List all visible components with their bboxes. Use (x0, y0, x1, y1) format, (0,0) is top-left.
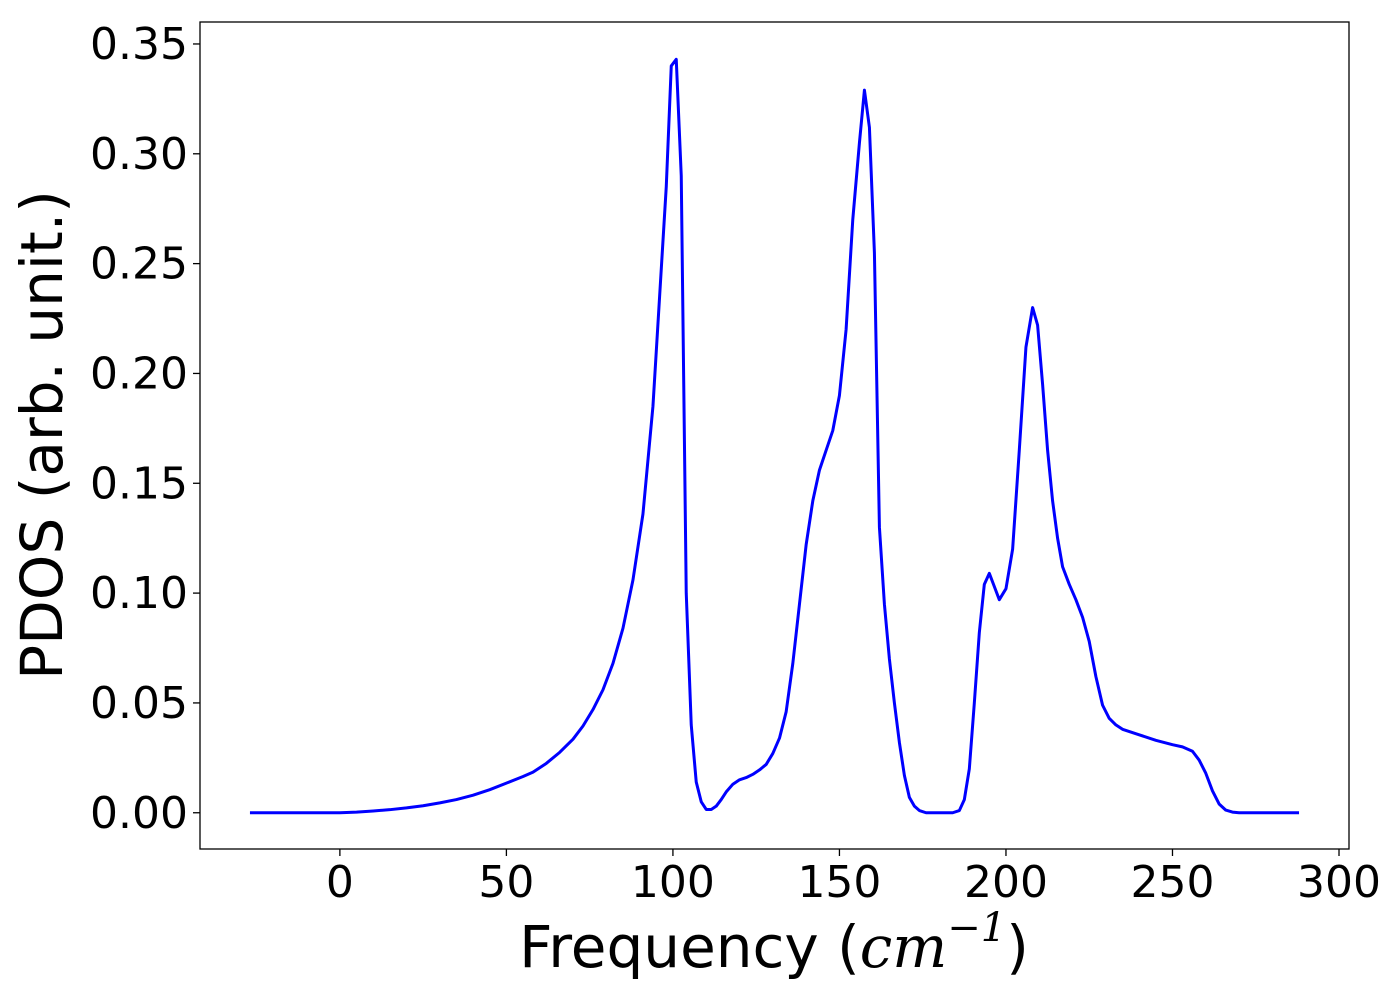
x-tick-label: 50 (478, 857, 534, 908)
y-tick-label: 0.25 (90, 239, 188, 290)
plot-area (249, 57, 1300, 815)
x-axis-label-exponent: −1 (947, 905, 1006, 951)
x-tick-label: 0 (326, 857, 354, 908)
axis-ticks: 0 50 100 150 200 250 300 0.00 0.05 0.10 0.15 0.20 0.… (90, 19, 1381, 908)
x-tick-label: 100 (631, 857, 715, 908)
y-tick-label: 0.20 (90, 348, 188, 399)
y-tick-label: 0.05 (90, 678, 188, 729)
x-tick-label: 200 (964, 857, 1048, 908)
x-axis-label-close: ) (1006, 913, 1029, 981)
y-axis-label: PDOS (arb. unit.) (8, 190, 76, 680)
plot-frame (199, 21, 1350, 850)
x-tick-label: 250 (1130, 857, 1214, 908)
x-axis-label-unit: cm (860, 913, 947, 981)
y-tick-label: 0.35 (90, 19, 188, 70)
pdos-series-line-0 (249, 57, 1300, 815)
y-tick-label: 0.10 (90, 568, 188, 619)
y-tick-label: 0.00 (90, 788, 188, 839)
x-axis-label: Frequency (cm−1) (519, 905, 1029, 981)
y-tick-label: 0.30 (90, 129, 188, 180)
x-tick-label: 300 (1297, 857, 1381, 908)
x-tick-label: 150 (797, 857, 881, 908)
x-axis-label-text: Frequency ( (519, 913, 860, 981)
y-tick-label: 0.15 (90, 458, 188, 509)
